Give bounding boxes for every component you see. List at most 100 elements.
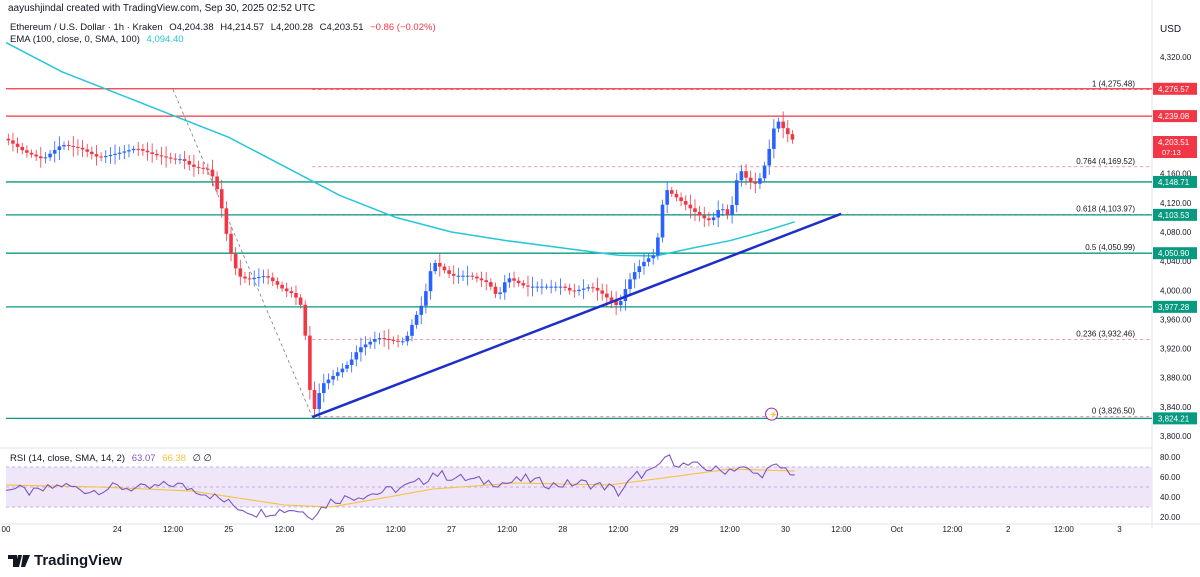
current-price-tag <box>1153 136 1197 159</box>
candle-body <box>461 275 465 277</box>
candle-body <box>391 339 396 341</box>
rsi-tick-label: 80.00 <box>1160 453 1181 462</box>
candle-body <box>660 204 665 238</box>
candle-body <box>502 282 507 293</box>
candle-body <box>386 339 391 341</box>
candle-body <box>396 340 400 342</box>
candle-body <box>57 146 62 151</box>
candle-body <box>326 379 331 384</box>
candle-body <box>688 204 693 209</box>
candle-body <box>693 208 697 212</box>
ema-label: EMA (100, close, 0, SMA, 100) <box>10 34 140 45</box>
candle-body <box>428 271 433 292</box>
candle-body <box>122 151 127 153</box>
trendline <box>311 212 842 419</box>
candle-body <box>154 153 159 156</box>
tradingview-logo: TradingView <box>8 552 122 569</box>
candle-body <box>424 291 428 306</box>
candle-body <box>261 276 266 278</box>
candle-body <box>178 159 182 161</box>
candle-body <box>48 153 52 158</box>
candle-body <box>521 283 526 286</box>
candle-body <box>716 210 720 218</box>
level-price-label: 4,239.08 <box>1158 112 1190 121</box>
level-price-label: 4,103.53 <box>1158 211 1190 220</box>
rsi-extra: ∅ ∅ <box>192 453 212 464</box>
level-price-tag <box>1153 208 1197 221</box>
candle-body <box>206 168 210 170</box>
candle-body <box>758 178 762 184</box>
candles-group <box>6 111 795 419</box>
rsi-tick-label: 20.00 <box>1160 513 1181 522</box>
candle-body <box>697 211 702 216</box>
candle-body <box>475 276 479 279</box>
x-tick-label: Oct <box>891 525 904 534</box>
candle-body <box>284 288 289 292</box>
candle-body <box>433 262 437 272</box>
candle-body <box>373 339 377 342</box>
candle-body <box>618 301 623 306</box>
candle-body <box>168 157 173 159</box>
x-tick-label: 12:00 <box>386 525 407 534</box>
candle-body <box>586 287 591 289</box>
candle-body <box>498 292 502 294</box>
open-value: O4,204.38 <box>169 22 214 33</box>
candle-body <box>442 266 447 271</box>
candle-body <box>15 143 20 147</box>
candle-body <box>493 286 498 294</box>
candle-body <box>382 338 386 340</box>
x-tick-label: 12:00 <box>1054 525 1075 534</box>
candle-body <box>238 268 243 277</box>
candle-body <box>34 154 38 157</box>
candle-body <box>252 277 257 279</box>
candle-body <box>275 281 280 285</box>
candle-body <box>734 180 739 206</box>
rsi-ma-line <box>5 468 795 508</box>
candle-body <box>94 154 99 157</box>
candle-body <box>479 278 484 281</box>
candle-body <box>679 197 683 202</box>
level-price-tag <box>1153 247 1197 260</box>
x-tick-label: 12:00 <box>831 525 852 534</box>
candle-body <box>201 167 205 169</box>
candle-body <box>577 289 581 292</box>
y-tick-label: 4,080.00 <box>1160 228 1192 237</box>
candle-body <box>127 150 131 152</box>
candle-body <box>141 149 145 151</box>
candle-body <box>609 297 614 302</box>
candle-body <box>702 215 707 219</box>
candle-body <box>308 335 312 390</box>
ema-legend: EMA (100, close, 0, SMA, 100) 4,094.40 <box>10 34 188 45</box>
close-value: C4,203.51 <box>319 22 364 33</box>
candle-body <box>136 148 141 150</box>
candle-body <box>721 209 725 211</box>
candle-body <box>71 145 76 147</box>
candle-body <box>790 134 795 140</box>
logo-text: TradingView <box>34 552 123 569</box>
candle-body <box>623 289 628 302</box>
x-tick-label: 27 <box>447 525 456 534</box>
symbol-label: Ethereum / U.S. Dollar · 1h · Kraken <box>10 22 163 33</box>
candle-body <box>563 286 567 288</box>
candle-body <box>317 393 321 410</box>
candle-body <box>196 166 201 168</box>
candle-body <box>516 280 521 284</box>
level-price-tag <box>1153 175 1197 188</box>
current-price-label: 4,203.51 <box>1158 138 1190 147</box>
candle-body <box>456 275 461 277</box>
candle-body <box>642 261 646 267</box>
candle-body <box>776 121 781 129</box>
candle-body <box>767 148 772 166</box>
candle-body <box>781 121 785 129</box>
level-price-label: 4,148.71 <box>1158 178 1190 187</box>
candle-body <box>400 341 405 343</box>
candle-body <box>414 314 419 325</box>
candle-body <box>405 335 410 342</box>
candle-body <box>90 151 94 155</box>
high-value: H4,214.57 <box>220 22 265 33</box>
y-tick-label: 4,160.00 <box>1160 170 1192 179</box>
candle-body <box>581 288 586 290</box>
x-tick-label: 3 <box>1117 525 1122 534</box>
candle-body <box>447 270 451 274</box>
